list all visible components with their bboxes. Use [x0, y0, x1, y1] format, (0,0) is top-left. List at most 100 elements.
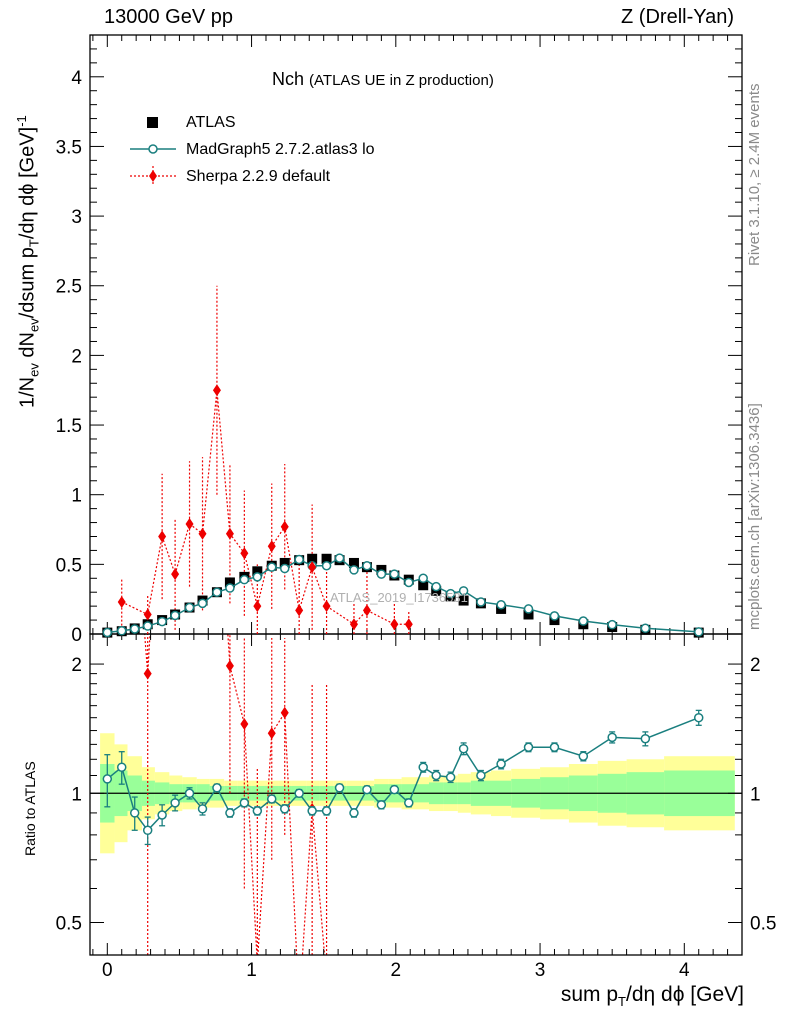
ratio-panel-frame	[89, 633, 743, 956]
sherpa-point	[280, 520, 289, 533]
madgraph-point	[184, 602, 195, 613]
madgraph-point	[252, 572, 263, 582]
madgraph-point	[170, 610, 180, 621]
madgraph-point	[607, 619, 617, 630]
ratio-madgraph-point	[607, 732, 617, 743]
y-tick-label: 1.5	[56, 416, 82, 437]
ratio-madgraph-point	[197, 804, 208, 814]
ratio-madgraph-point	[212, 783, 222, 793]
ratio-y-tick-label: 2	[71, 655, 82, 676]
madgraph-point	[476, 597, 486, 607]
ratio-madgraph-point	[239, 798, 250, 808]
madgraph-point	[239, 574, 250, 585]
sherpa-point	[240, 547, 249, 560]
madgraph-point	[349, 565, 359, 575]
x-tick-label: 3	[535, 960, 546, 981]
ratio-madgraph-point	[334, 783, 345, 793]
ratio-sherpa-point	[280, 706, 289, 719]
ratio-panel-content	[90, 634, 742, 955]
madgraph-point	[549, 611, 560, 621]
sherpa-point	[143, 608, 152, 621]
sherpa-point	[390, 618, 399, 631]
ratio-madgraph-point	[157, 810, 167, 820]
ratio-madgraph-point	[349, 808, 359, 818]
y-tick-label: 1	[71, 486, 82, 507]
ratio-madgraph-point	[496, 759, 506, 769]
atlas-point	[418, 580, 429, 591]
ratio-madgraph-point	[129, 808, 140, 818]
atlas-point	[279, 557, 290, 568]
madgraph-point	[578, 616, 589, 626]
legend-label-sherpa: Sherpa 2.2.9 default	[186, 168, 331, 185]
ratio-madgraph-point	[418, 762, 428, 772]
sherpa-point	[295, 604, 304, 617]
madgraph-point	[445, 588, 456, 599]
sherpa-point	[253, 600, 262, 613]
ratio-madgraph-point	[376, 800, 387, 810]
x-tick-label: 0	[102, 960, 113, 981]
y-tick-label: 4	[71, 68, 82, 89]
sherpa-point	[404, 618, 413, 631]
ratio-madgraph-point	[458, 743, 469, 754]
madgraph-point	[362, 560, 372, 571]
ratio-madgraph-point	[523, 742, 534, 753]
madgraph-point	[640, 623, 651, 634]
y-tick-label: 0	[71, 625, 82, 646]
atlas-point	[252, 566, 263, 577]
ratio-madgraph-point	[267, 794, 277, 804]
y-tick-label: 3.5	[56, 137, 82, 158]
madgraph-point	[157, 616, 167, 627]
ratio-sherpa-point	[240, 718, 249, 731]
legend-marker-sherpa	[149, 170, 157, 182]
ratio-madgraph-point	[170, 798, 180, 808]
madgraph-point	[225, 583, 235, 593]
madgraph-point	[404, 577, 414, 588]
ratio-y-tick-label-right: 1	[750, 784, 761, 805]
madgraph-point	[418, 573, 428, 584]
atlas-point	[348, 557, 359, 568]
ratio-madgraph-point	[362, 784, 372, 795]
sherpa-point	[308, 561, 317, 574]
ratio-madgraph-point	[307, 806, 317, 816]
sherpa-point	[267, 540, 276, 553]
ratio-madgraph-point	[404, 798, 414, 808]
madgraph-point	[334, 553, 345, 563]
sherpa-point	[158, 530, 167, 543]
ratio-y-tick-label: 0.5	[56, 913, 82, 934]
madgraph-point	[142, 621, 153, 631]
sherpa-point	[198, 527, 207, 540]
ratio-sherpa-line	[144, 634, 326, 955]
y-tick-label: 3	[71, 207, 82, 228]
x-tick-label: 2	[391, 960, 402, 981]
atlas-point	[224, 577, 235, 588]
ratio-y-tick-label-right: 2	[750, 655, 761, 676]
sherpa-point	[322, 600, 331, 613]
madgraph-point	[129, 624, 140, 634]
ratio-madgraph-point	[640, 733, 651, 744]
madgraph-point	[102, 627, 113, 638]
sherpa-point	[185, 517, 194, 530]
madgraph-point	[496, 599, 506, 610]
ratio-madgraph-point	[279, 804, 290, 814]
ratio-axis-title: Ratio to ATLAS	[22, 761, 38, 856]
legend-marker-madgraph	[148, 144, 158, 154]
mcplots-label: mcplots.cern.ch [arXiv:1306.3436]	[746, 403, 763, 630]
ratio-y-tick-label: 1	[71, 784, 82, 805]
ratio-madgraph-point	[294, 788, 304, 799]
x-tick-label: 1	[246, 960, 257, 981]
atlas-point	[523, 609, 534, 620]
ratio-y-tick-label-right: 0.5	[750, 913, 776, 934]
ratio-madgraph-point	[184, 788, 195, 799]
sherpa-point	[117, 595, 126, 608]
ratio-madgraph-point	[431, 770, 441, 781]
ratio-madgraph-point	[445, 772, 456, 782]
madgraph-point	[376, 569, 387, 579]
madgraph-point	[212, 587, 222, 597]
madgraph-point	[197, 598, 208, 609]
ratio-sherpa-point	[225, 659, 234, 672]
madgraph-point	[431, 581, 441, 592]
madgraph-point	[267, 562, 277, 572]
rivet-version-label: Rivet 3.1.10, ≥ 2.4M events	[746, 83, 763, 267]
ratio-sherpa-point	[143, 667, 152, 680]
